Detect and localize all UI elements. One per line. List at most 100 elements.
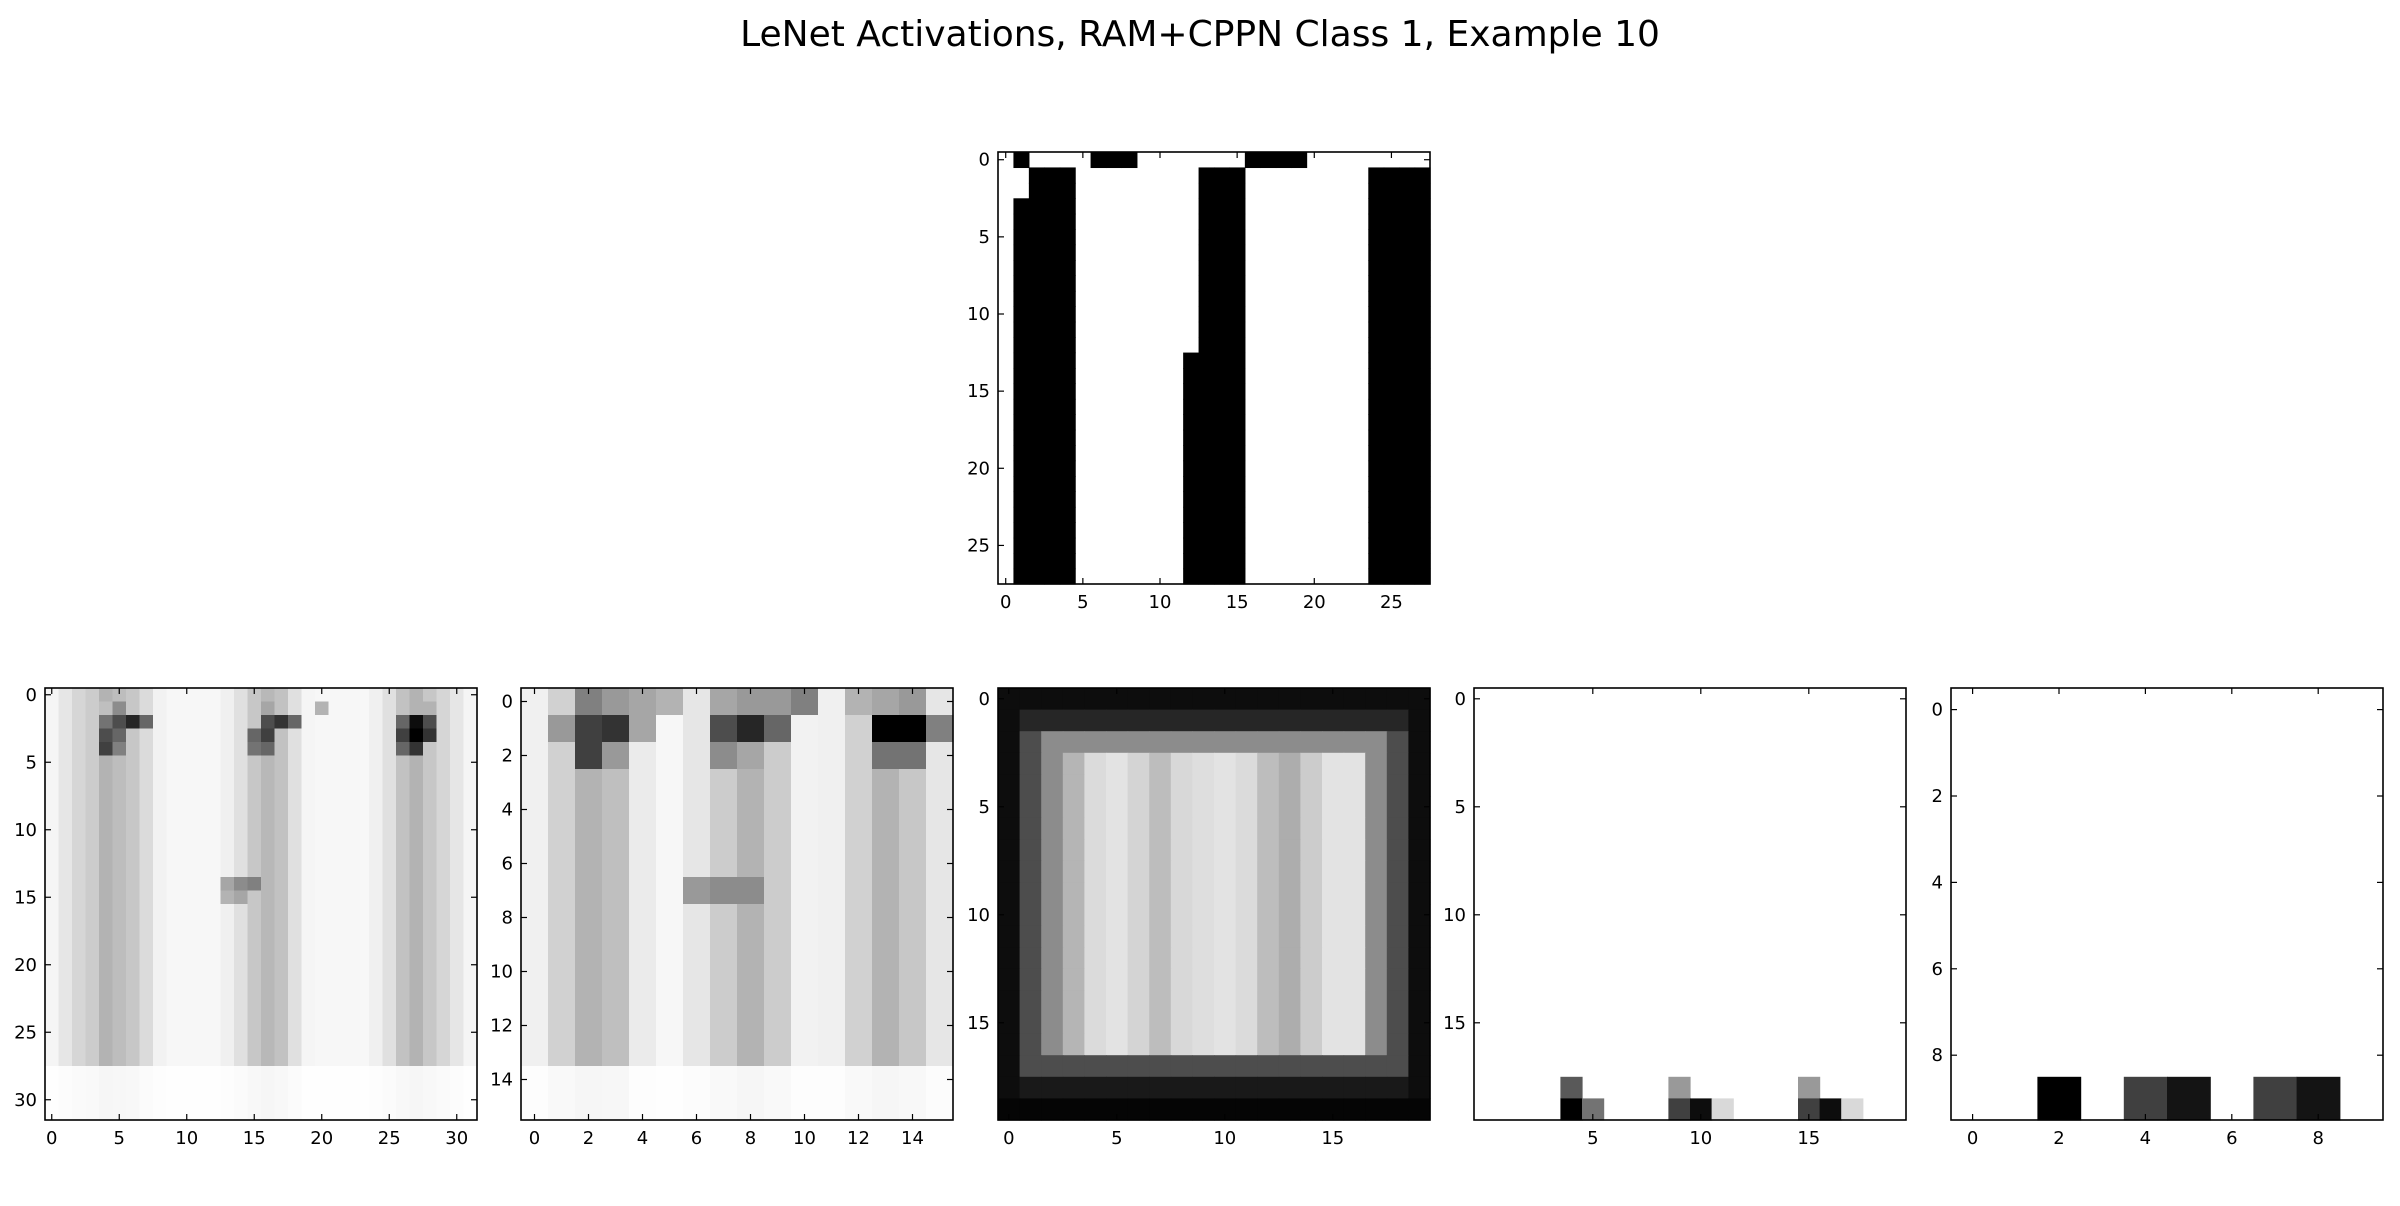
heatmap-cell (1365, 882, 1388, 905)
heatmap-cell (166, 755, 181, 770)
heatmap-cell (288, 836, 303, 851)
heatmap-cell (166, 742, 181, 757)
heatmap-cell (355, 917, 370, 932)
heatmap-cell (396, 836, 411, 851)
heatmap-cell (1084, 990, 1107, 1013)
heatmap-cell (450, 1079, 465, 1094)
heatmap-cell (234, 1025, 249, 1040)
heatmap-cell (1183, 491, 1200, 508)
heatmap-cell (193, 998, 208, 1013)
heatmap-cell (328, 971, 343, 986)
heatmap-cell (764, 1093, 792, 1121)
heatmap-cell (369, 1025, 384, 1040)
heatmap-cell (342, 715, 357, 730)
heatmap-cell (436, 985, 451, 1000)
heatmap-cell (1013, 398, 1030, 415)
heatmap-cell (369, 1039, 384, 1054)
heatmap-cell (193, 1106, 208, 1121)
heatmap-cell (180, 877, 195, 892)
heatmap-cell (737, 1066, 765, 1094)
heatmap-cell (139, 890, 154, 905)
heatmap-cell (764, 904, 792, 932)
heatmap-cell (261, 1052, 276, 1067)
heatmap-cell (1257, 688, 1280, 711)
heatmap-cell (899, 877, 927, 905)
heatmap-cell (436, 1093, 451, 1108)
heatmap-cell (1149, 817, 1172, 840)
heatmap-cell (261, 728, 276, 743)
heatmap-cell (1408, 904, 1431, 927)
heatmap-cell (139, 850, 154, 865)
heatmap-cell (436, 836, 451, 851)
heatmap-cell (153, 944, 168, 959)
heatmap-cell (1300, 796, 1323, 819)
heatmap-cell (1399, 290, 1416, 307)
heatmap-cell (423, 1106, 438, 1121)
heatmap-cell (315, 890, 330, 905)
heatmap-cell (247, 701, 262, 716)
heatmap-cell (899, 958, 927, 986)
heatmap-cell (1183, 460, 1200, 477)
heatmap-cell (99, 958, 114, 973)
heatmap-cell (1149, 688, 1172, 711)
heatmap-cell (1408, 990, 1431, 1013)
heatmap-cell (234, 850, 249, 865)
heatmap-cell (396, 782, 411, 797)
heatmap-cell (315, 944, 330, 959)
heatmap-cell (355, 1066, 370, 1081)
heatmap-cell (139, 809, 154, 824)
heatmap-cell (261, 998, 276, 1013)
heatmap-cell (1819, 1098, 1842, 1121)
heatmap-cell (315, 1025, 330, 1040)
heatmap-cell (683, 769, 711, 797)
heatmap-cell (1059, 198, 1076, 215)
heatmap-cell (1414, 414, 1431, 431)
heatmap-cell (1214, 839, 1237, 862)
heatmap-cell (1300, 904, 1323, 927)
heatmap-cell (58, 1012, 73, 1027)
heatmap-cell (99, 836, 114, 851)
heatmap-cell (1106, 1033, 1129, 1056)
heatmap-cell (764, 850, 792, 878)
heatmap-cell (220, 796, 235, 811)
heatmap-cell (112, 701, 127, 716)
heatmap-cell (288, 904, 303, 919)
heatmap-cell (1062, 731, 1085, 754)
heatmap-cell (409, 917, 424, 932)
heatmap-cell (1149, 968, 1172, 991)
heatmap-cell (72, 985, 87, 1000)
heatmap-cell (1084, 1055, 1107, 1078)
heatmap-cell (1198, 368, 1215, 385)
heatmap-cell (355, 985, 370, 1000)
heatmap-cell (1386, 947, 1409, 970)
heatmap-cell (998, 968, 1021, 991)
heatmap-cell (153, 1066, 168, 1081)
heatmap-cell (1170, 1033, 1193, 1056)
heatmap-cell (153, 688, 168, 703)
heatmap-cell (926, 877, 954, 905)
heatmap-cell (1322, 990, 1345, 1013)
heatmap-cell (1235, 817, 1258, 840)
heatmap-cell (1149, 709, 1172, 732)
heatmap-cell (1183, 414, 1200, 431)
heatmap-cell (396, 1039, 411, 1054)
heatmap-cell (1399, 460, 1416, 477)
y-tick-label: 2 (502, 746, 513, 767)
heatmap-cell (85, 1106, 100, 1121)
heatmap-cell (1198, 244, 1215, 261)
heatmap-cell (180, 985, 195, 1000)
heatmap-cell (180, 755, 195, 770)
heatmap-cell (1198, 414, 1215, 431)
heatmap-cell (463, 688, 478, 703)
heatmap-cell (166, 782, 181, 797)
heatmap-cell (791, 958, 819, 986)
heatmap-cell (602, 985, 630, 1013)
heatmap-cell (355, 971, 370, 986)
heatmap-cell (1383, 476, 1400, 493)
heatmap-cell (247, 1079, 262, 1094)
heatmap-cell (342, 877, 357, 892)
heatmap-cell (656, 688, 684, 716)
heatmap-cell (1044, 306, 1061, 323)
heatmap-cell (1229, 368, 1246, 385)
